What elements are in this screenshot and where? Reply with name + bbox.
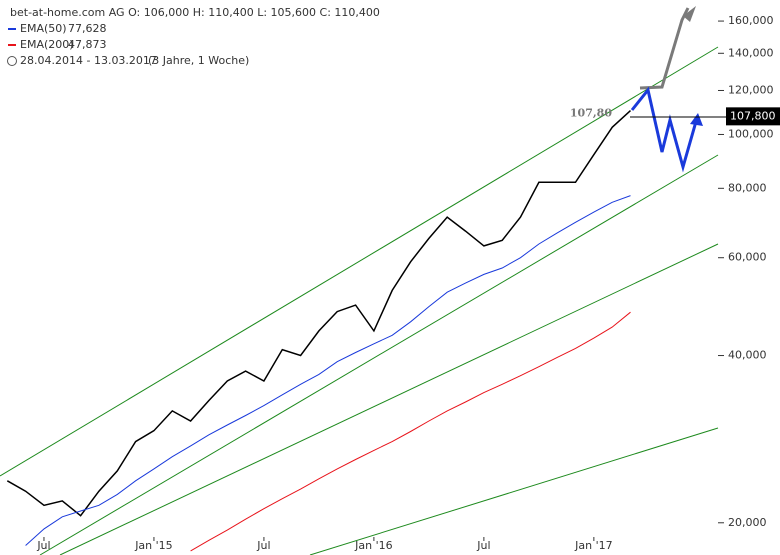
x-tick-label: Jan '17 <box>574 539 612 552</box>
projection-arrow <box>630 86 699 173</box>
period-note: (3 Jahre, 1 Woche) <box>148 54 249 67</box>
x-tick-label: Jul <box>36 539 50 552</box>
legend-label: EMA(50) <box>20 22 67 35</box>
period: 28.04.2014 - 13.03.2017 <box>20 54 157 67</box>
chart-title: bet-at-home.com AG O: 106,000 H: 110,400… <box>10 6 380 19</box>
legend-value: 47,873 <box>68 38 107 51</box>
projection-arrow <box>639 7 690 90</box>
x-tick-label: Jan '16 <box>354 539 392 552</box>
trend-line <box>59 243 719 555</box>
annotation: 107,80 <box>570 106 612 119</box>
trend-line <box>309 427 719 555</box>
arrow-head <box>690 113 703 126</box>
x-tick-label: Jul <box>476 539 490 552</box>
y-tick-label: 20,000 <box>728 516 767 529</box>
ohlc: O: 106,000 H: 110,400 L: 105,600 C: 110,… <box>128 6 380 19</box>
price-label: 107,800 <box>730 109 776 122</box>
legend-label: EMA(200) <box>20 38 74 51</box>
y-tick-label: 140,000 <box>728 46 774 59</box>
y-tick-label: 40,000 <box>728 349 767 362</box>
clock-icon <box>7 56 17 66</box>
series-line <box>25 195 631 546</box>
trend-line <box>0 46 719 477</box>
title: bet-at-home.com AG <box>10 6 125 19</box>
x-tick-label: Jul <box>256 539 270 552</box>
series-line <box>190 311 631 552</box>
legend-value: 77,628 <box>68 22 107 35</box>
price-box <box>726 107 780 126</box>
arrow-head <box>683 6 696 22</box>
y-tick-label: 120,000 <box>728 83 774 96</box>
arrows <box>630 6 703 173</box>
y-tick-label: 60,000 <box>728 251 767 264</box>
y-tick-label: 80,000 <box>728 181 767 194</box>
y-tick-label: 100,000 <box>728 127 774 140</box>
y-tick-label: 160,000 <box>728 14 774 27</box>
x-tick-label: Jan '15 <box>134 539 172 552</box>
trend-line <box>39 154 719 555</box>
series-line <box>6 110 632 517</box>
channel-lines <box>0 46 719 555</box>
